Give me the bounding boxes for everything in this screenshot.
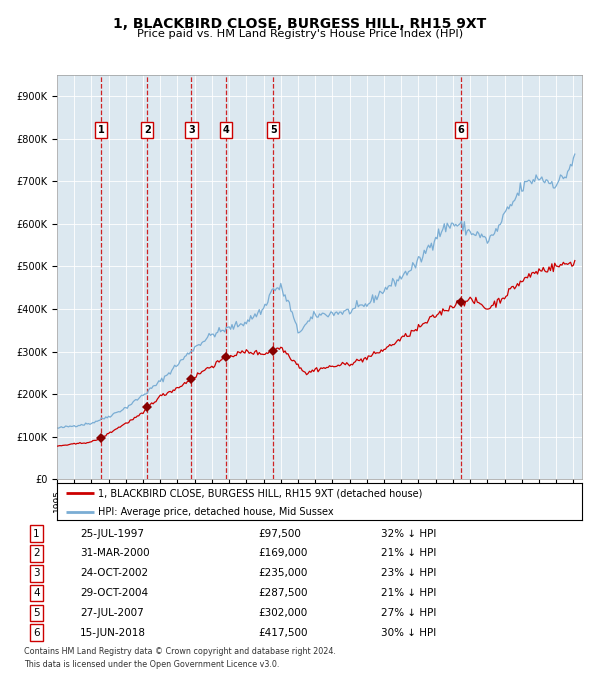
Text: 4: 4 xyxy=(33,588,40,598)
Text: 3: 3 xyxy=(188,125,195,135)
Text: £417,500: £417,500 xyxy=(259,628,308,638)
Text: £287,500: £287,500 xyxy=(259,588,308,598)
Text: 1: 1 xyxy=(33,528,40,539)
Text: 5: 5 xyxy=(33,608,40,618)
Text: 1, BLACKBIRD CLOSE, BURGESS HILL, RH15 9XT (detached house): 1, BLACKBIRD CLOSE, BURGESS HILL, RH15 9… xyxy=(98,488,422,498)
Text: 2: 2 xyxy=(33,548,40,558)
Text: 3: 3 xyxy=(33,568,40,578)
Text: This data is licensed under the Open Government Licence v3.0.: This data is licensed under the Open Gov… xyxy=(24,660,280,668)
Text: 23% ↓ HPI: 23% ↓ HPI xyxy=(381,568,436,578)
Text: 31-MAR-2000: 31-MAR-2000 xyxy=(80,548,149,558)
Text: £169,000: £169,000 xyxy=(259,548,308,558)
Text: HPI: Average price, detached house, Mid Sussex: HPI: Average price, detached house, Mid … xyxy=(98,507,334,517)
Text: 6: 6 xyxy=(457,125,464,135)
Text: £235,000: £235,000 xyxy=(259,568,308,578)
Text: 21% ↓ HPI: 21% ↓ HPI xyxy=(381,588,436,598)
Text: 6: 6 xyxy=(33,628,40,638)
Text: 4: 4 xyxy=(223,125,230,135)
Text: 27% ↓ HPI: 27% ↓ HPI xyxy=(381,608,436,618)
Text: 1: 1 xyxy=(98,125,104,135)
Text: 25-JUL-1997: 25-JUL-1997 xyxy=(80,528,144,539)
Text: 21% ↓ HPI: 21% ↓ HPI xyxy=(381,548,436,558)
Text: 27-JUL-2007: 27-JUL-2007 xyxy=(80,608,143,618)
Text: 32% ↓ HPI: 32% ↓ HPI xyxy=(381,528,436,539)
Text: £97,500: £97,500 xyxy=(259,528,301,539)
Text: Contains HM Land Registry data © Crown copyright and database right 2024.: Contains HM Land Registry data © Crown c… xyxy=(24,647,336,656)
Text: 15-JUN-2018: 15-JUN-2018 xyxy=(80,628,146,638)
Text: 2: 2 xyxy=(144,125,151,135)
Text: 30% ↓ HPI: 30% ↓ HPI xyxy=(381,628,436,638)
Text: 1, BLACKBIRD CLOSE, BURGESS HILL, RH15 9XT: 1, BLACKBIRD CLOSE, BURGESS HILL, RH15 9… xyxy=(113,17,487,31)
Text: £302,000: £302,000 xyxy=(259,608,308,618)
Text: Price paid vs. HM Land Registry's House Price Index (HPI): Price paid vs. HM Land Registry's House … xyxy=(137,29,463,39)
Text: 29-OCT-2004: 29-OCT-2004 xyxy=(80,588,148,598)
Text: 5: 5 xyxy=(270,125,277,135)
Text: 24-OCT-2002: 24-OCT-2002 xyxy=(80,568,148,578)
